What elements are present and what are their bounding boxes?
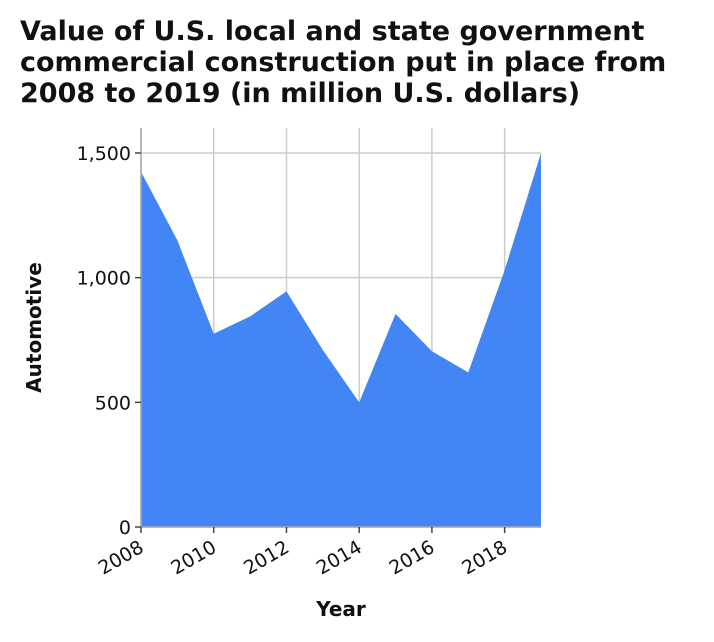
y-tick-label-500: 500 [95, 392, 131, 414]
x-tick-label-2018: 2018 [458, 536, 511, 579]
area-series [141, 153, 541, 527]
chart-title-line-2: commercial construction put in place fro… [20, 47, 667, 78]
y-tick-label-0: 0 [119, 517, 131, 539]
y-tick-label-1000: 1,000 [77, 268, 131, 290]
x-tick-label-2016: 2016 [386, 536, 439, 579]
chart-title-line-1: Value of U.S. local and state government [20, 16, 645, 47]
y-axis-label: Automotive [22, 262, 46, 393]
chart-title: Value of U.S. local and state government… [20, 16, 710, 109]
x-tick-label-2008: 2008 [95, 536, 148, 579]
axes [140, 128, 541, 528]
x-tick-label-2010: 2010 [167, 536, 220, 579]
x-tick-label-2012: 2012 [240, 536, 293, 579]
y-axis-ticks: 0 500 1,000 1,500 [77, 143, 141, 539]
x-axis-ticks: 2008 2010 2012 2014 2016 2018 [95, 527, 511, 580]
y-tick-label-1500: 1,500 [77, 143, 131, 165]
x-axis-label: Year [315, 597, 366, 621]
area-layer [141, 153, 541, 527]
chart-title-line-3: 2008 to 2019 (in million U.S. dollars) [20, 78, 581, 109]
x-tick-label-2014: 2014 [313, 536, 366, 579]
